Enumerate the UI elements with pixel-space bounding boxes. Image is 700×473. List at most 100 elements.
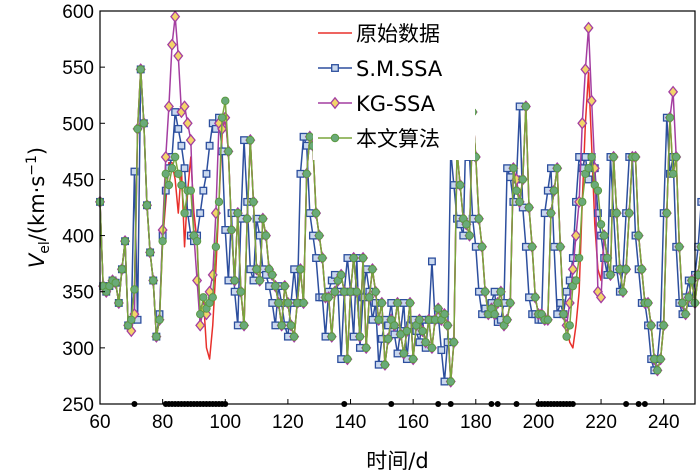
series-4-point [599,231,609,240]
series-4-point [531,293,540,302]
series-4-point [114,298,123,308]
series-4-point [180,208,189,218]
series-3-point [182,117,193,130]
series-4-point [230,276,239,285]
series-4-point [402,326,412,336]
series-4-point [365,293,374,302]
series-4-point [596,220,606,229]
series-4-point [618,287,628,296]
series-4-point [527,242,537,252]
series-2-point [427,257,436,266]
series-4-point [587,152,596,162]
series-4-point [343,354,352,364]
series-4-point [296,265,305,274]
series-3-point [195,319,206,332]
legend-item-4: 本文算法 [318,127,440,151]
series-4-point [383,334,393,344]
series-4-point [646,321,656,330]
series-4-point [612,208,621,218]
series-4-point [358,253,368,263]
series-4-point [625,208,634,218]
series-4-point [421,338,430,347]
y-tick-label-400: 400 [62,227,94,248]
series-4-point [164,180,174,190]
y-axis-title-base: V [25,252,49,268]
series-3-point [192,274,203,287]
series-4-point [186,186,196,195]
series-4-point [258,214,268,223]
series-4-point [524,203,534,212]
series-4-point [330,287,340,296]
x-tick-label-60: 60 [89,412,110,433]
series-3-point [580,63,591,76]
y-tick-label-500: 500 [62,114,94,135]
series-4-point [396,330,405,339]
series-4-point [684,293,693,302]
series-4-point [299,298,308,308]
legend-background [313,14,475,160]
series-4-point [571,276,581,285]
series-3-point [567,263,578,276]
series-4-point [521,102,531,111]
x-tick-label-140: 140 [335,412,367,433]
x-tick-label-240: 240 [648,412,680,433]
series-4-point [305,132,315,141]
y-tick-label-300: 300 [62,339,94,360]
series-4-point [268,270,277,280]
y-axis-title-unit: /(km·s [25,176,49,242]
series-4-point [390,321,399,330]
series-4-point [196,309,205,319]
series-4-point [252,265,261,274]
legend-item-2: S.M.SSA [318,57,443,81]
series-4-point [349,253,358,263]
series-2-point [202,169,211,178]
series-4-point [192,236,202,246]
series-4-point [249,197,258,207]
series-4-point [133,124,142,134]
series-4-point [221,96,230,106]
series-4-point [289,332,299,341]
series-4-point [224,147,233,156]
x-axis-title: 时间/d [366,449,428,473]
series-4-point [136,65,145,74]
series-4-point [371,287,380,296]
series-3-point [596,291,607,304]
series-2-point [437,346,446,355]
series-2-point [174,124,183,133]
y-axis-title-subscript: el [37,241,53,254]
series-2-point [130,167,139,176]
y-tick-label-450: 450 [62,170,94,191]
series-4-point [512,186,521,195]
legend-swatch-marker [330,133,340,143]
series-4-point [139,119,149,128]
series-4-point [518,175,527,184]
series-4-point [496,287,506,296]
series-4-point [653,366,662,375]
series-3-point [570,229,582,242]
series-3-point [166,38,178,51]
series-4-point [246,135,255,145]
y-tick-label-550: 550 [62,58,94,79]
series-4-point [177,180,186,190]
series-4-point [315,231,324,240]
series-4-point [672,152,681,162]
series-4-point [158,236,167,246]
series-4-point [120,236,130,246]
series-3-point [586,94,597,108]
series-4-point [227,225,236,235]
series-4-point [502,315,512,324]
y-axis-title: Vel/(km·s−1) [24,147,53,268]
series-layer [94,10,700,388]
series-4-point [399,349,408,358]
series-4-point [490,309,499,319]
series-4 [95,65,700,386]
legend-label-2: S.M.SSA [356,57,443,81]
tick-layer: 60 80 100 120 140 160 180 200 220 240 250 300 350 400… [62,2,679,433]
series-4-point [477,242,487,252]
series-4-point [280,281,289,291]
series-4-point [455,180,465,190]
series-4-point [155,315,164,324]
legend-label-3: KG-SSA [356,92,436,116]
series-4-point [509,164,518,173]
series-4-point [656,354,665,364]
